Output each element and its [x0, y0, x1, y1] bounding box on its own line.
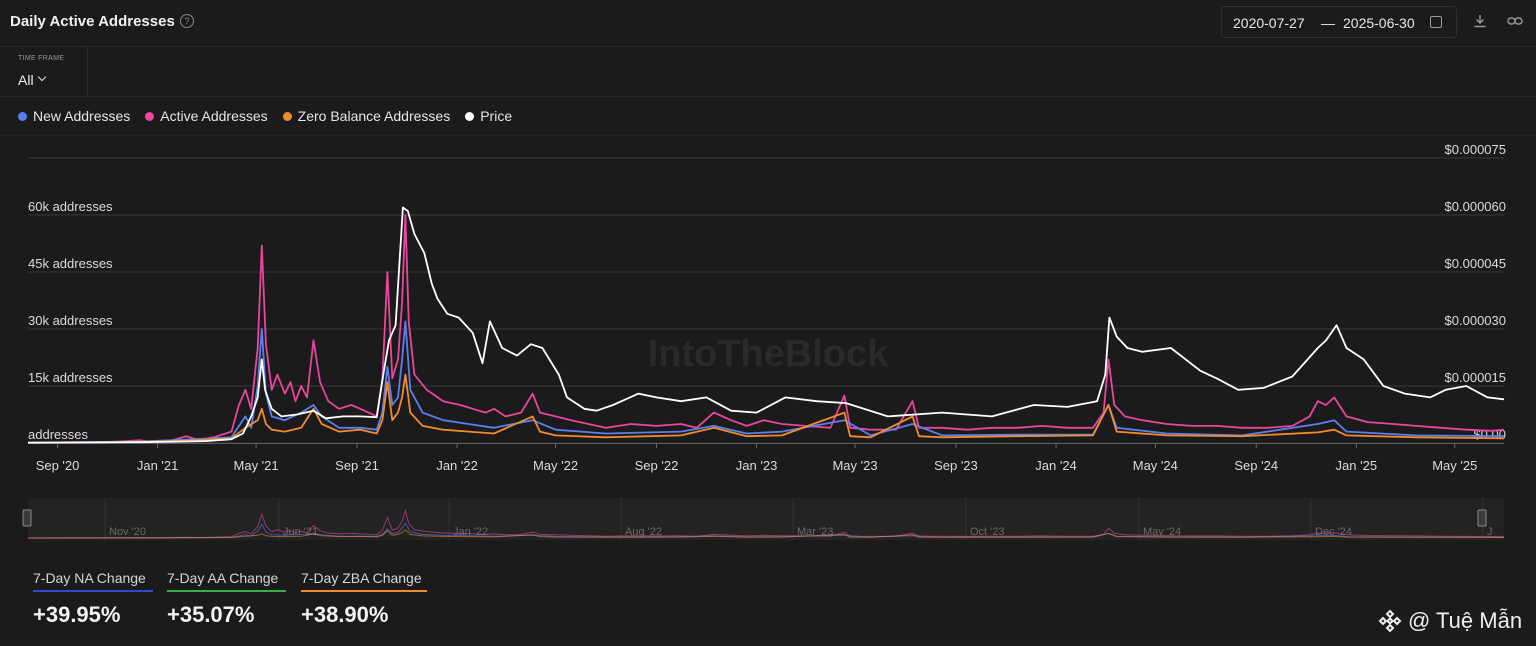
stat-underline — [167, 590, 286, 592]
link-icon[interactable] — [1507, 14, 1523, 28]
timeframe-label: TIME FRAME — [18, 55, 65, 62]
x-tick-label: May '24 — [1133, 458, 1178, 473]
series-line-price — [27, 206, 1505, 444]
stat-value: +35.07% — [167, 602, 255, 627]
stat-label: 7-Day ZBA Change — [301, 570, 422, 586]
navigator-labels: Nov '20 Jun '21 Jan '22 Aug '22 Mar '23 Oct '… — [104, 498, 1493, 540]
download-icon[interactable] — [1473, 14, 1487, 28]
date-end[interactable]: 2025-06-30 — [1343, 15, 1415, 31]
x-tick-label: May '22 — [533, 458, 578, 473]
series-line-active-addresses — [27, 214, 1505, 444]
legend-item-active-addresses[interactable]: Active Addresses — [145, 108, 268, 124]
author-name: @ Tuệ Mẫn — [1408, 608, 1523, 633]
x-tick-label: Jan '24 — [1035, 458, 1077, 473]
navigator-lines — [27, 508, 1505, 539]
stat-zba-change: 7-Day ZBA Change +38.90% — [301, 570, 427, 628]
date-separator: — — [1321, 15, 1335, 31]
stat-label: 7-Day AA Change — [167, 570, 279, 586]
stat-label: 7-Day NA Change — [33, 570, 146, 586]
left-tick-label: 30k addresses — [28, 313, 113, 328]
help-icon[interactable]: ? — [180, 14, 194, 28]
left-tick-label: 60k addresses — [28, 199, 113, 214]
x-tick-label: Jan '22 — [436, 458, 478, 473]
legend-item-price[interactable]: Price — [465, 108, 512, 124]
date-start[interactable]: 2020-07-27 — [1233, 15, 1305, 31]
legend-dot-icon — [145, 111, 155, 121]
x-tick-label: May '21 — [234, 458, 279, 473]
left-tick-label: 45k addresses — [28, 256, 113, 271]
stat-aa-change: 7-Day AA Change +35.07% — [167, 570, 286, 628]
navigator-label: Jan '22 — [453, 526, 488, 538]
main-chart[interactable]: IntoTheBlock addresses 15k addresses 30k a… — [0, 136, 1536, 486]
divider — [0, 96, 1536, 97]
navigator-series-zero-balance-addresses — [27, 529, 1505, 539]
x-tick-label: Jan '23 — [736, 458, 778, 473]
right-tick-label: $0.000030 — [1445, 313, 1506, 328]
right-tick-label: $0.000015 — [1445, 370, 1506, 385]
left-tick-label: 15k addresses — [28, 370, 113, 385]
left-tick-label: addresses — [28, 427, 88, 442]
x-tick-label: Sep '21 — [335, 458, 379, 473]
navigator-label: Oct '23 — [970, 526, 1005, 538]
right-tick-label: $0.000060 — [1445, 199, 1506, 214]
navigator-label: J — [1487, 526, 1493, 538]
calendar-icon[interactable] — [1430, 16, 1442, 28]
stat-na-change: 7-Day NA Change +39.95% — [33, 570, 153, 628]
x-tick-label: Jan '25 — [1336, 458, 1378, 473]
x-tick-label: Sep '20 — [36, 458, 80, 473]
legend-label: Zero Balance Addresses — [297, 108, 451, 124]
right-tick-label: $0.000075 — [1445, 142, 1506, 157]
timeframe-selector[interactable]: TIME FRAME All — [0, 47, 88, 95]
legend-dot-icon — [18, 111, 27, 121]
left-axis: addresses 15k addresses 30k addresses 45k a… — [28, 199, 113, 442]
header: Daily Active Addresses ? 2020-07-27 — 20… — [0, 0, 1536, 47]
date-range-picker[interactable]: 2020-07-27 — 2025-06-30 — [1221, 6, 1457, 38]
stat-value: +38.90% — [301, 602, 389, 627]
navigator-handle-left — [22, 509, 32, 527]
legend-label: New Addresses — [33, 108, 131, 124]
legend-label: Price — [480, 108, 513, 124]
stat-value: +39.95% — [33, 602, 121, 627]
page-title: Daily Active Addresses — [10, 13, 175, 30]
binance-diamond-icon — [1378, 609, 1402, 633]
right-axis: $0.00$0.000015$0.000030$0.000045$0.00006… — [1445, 142, 1506, 442]
navigator-handle-right — [1477, 509, 1487, 527]
x-tick-label: Sep '22 — [635, 458, 679, 473]
x-tick-label: May '23 — [832, 458, 877, 473]
navigator-label: Aug '22 — [625, 526, 662, 538]
right-tick-label: $0.000045 — [1445, 256, 1506, 271]
timeframe-value[interactable]: All — [18, 72, 34, 88]
stat-underline — [33, 590, 153, 592]
watermark-logo: IntoTheBlock — [648, 333, 890, 375]
chart-legend: New Addresses Active Addresses Zero Bala… — [18, 107, 527, 125]
navigator-label: Nov '20 — [109, 526, 146, 538]
x-tick-label: Sep '24 — [1234, 458, 1278, 473]
divider — [0, 135, 1536, 136]
series-lines — [27, 206, 1505, 444]
navigator-background — [28, 498, 1504, 540]
x-tick-label: Jan '21 — [137, 458, 179, 473]
stat-underline — [301, 590, 427, 592]
legend-dot-icon — [465, 111, 475, 121]
x-axis: Sep '20 Jan '21 May '21 Sep '21 Jan '22 May '… — [28, 443, 1504, 473]
range-navigator[interactable]: Nov '20 Jun '21 Jan '22 Aug '22 Mar '23 Oct '… — [0, 496, 1536, 544]
author-brand: @ Tuệ Mẫn — [1378, 606, 1522, 636]
x-tick-label: Sep '23 — [934, 458, 978, 473]
legend-dot-icon — [282, 111, 292, 121]
navigator-series-active-addresses — [27, 508, 1505, 539]
legend-item-new-addresses[interactable]: New Addresses — [18, 108, 130, 124]
navigator-label: Dec '24 — [1315, 526, 1352, 538]
series-line-zero-balance-addresses — [27, 373, 1505, 444]
legend-label: Active Addresses — [160, 108, 268, 124]
x-tick-label: May '25 — [1432, 458, 1477, 473]
chevron-down-icon[interactable] — [37, 72, 47, 82]
legend-item-zero-balance-addresses[interactable]: Zero Balance Addresses — [282, 108, 451, 124]
